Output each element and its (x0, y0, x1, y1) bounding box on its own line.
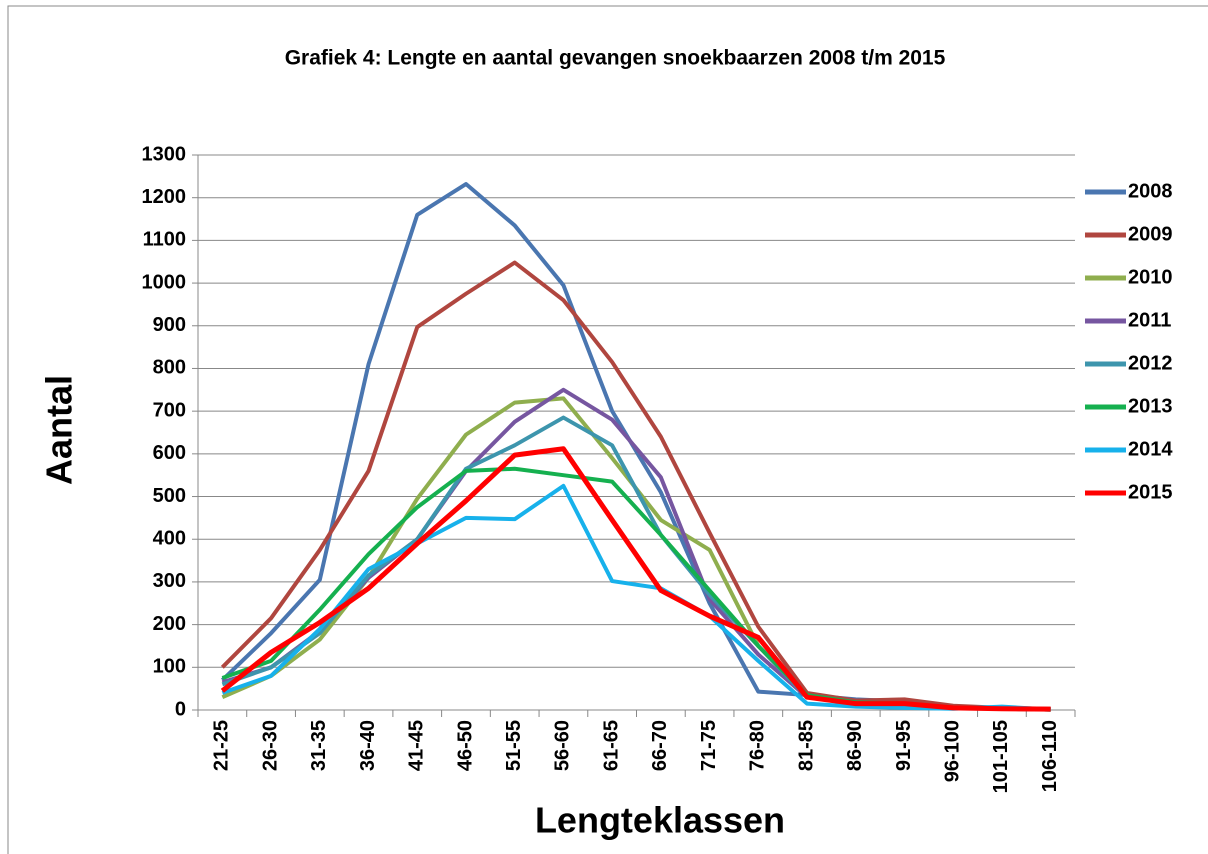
legend-label: 2014 (1128, 438, 1173, 460)
y-tick-label: 800 (153, 357, 186, 379)
y-tick-label: 400 (153, 528, 186, 550)
frame (7, 5, 1208, 854)
x-tick-label: 96-100 (941, 720, 963, 782)
legend-label: 2010 (1128, 266, 1173, 288)
x-tick-label: 91-95 (893, 720, 915, 771)
x-tick-label: 41-45 (406, 720, 428, 771)
y-tick-label: 600 (153, 442, 186, 464)
x-tick-label: 81-85 (795, 720, 817, 771)
series-line (221, 387, 1051, 712)
x-tick-label: 71-75 (698, 720, 720, 771)
y-tick-label: 0 (175, 698, 186, 720)
legend-label: 2012 (1128, 352, 1173, 374)
y-tick-label: 500 (153, 485, 186, 507)
x-tick-label: 51-55 (503, 720, 525, 771)
y-tick-label: 1000 (142, 271, 187, 293)
chart-title: Grafiek 4: Lengte en aantal gevangen sno… (285, 47, 946, 70)
series-line (220, 260, 1051, 711)
x-tick-label: 46-50 (454, 720, 476, 771)
legend-label: 2009 (1128, 223, 1173, 245)
x-tick-label: 61-65 (600, 720, 622, 771)
y-tick-label: 300 (153, 570, 186, 592)
series-line (221, 483, 1051, 712)
y-tick-label: 1200 (142, 186, 187, 208)
x-tick-label: 86-90 (844, 720, 866, 771)
x-tick-label: 76-80 (747, 720, 769, 771)
x-tick-label: 36-40 (357, 720, 379, 771)
y-tick-label: 1100 (143, 229, 186, 251)
x-tick-label: 66-70 (649, 720, 671, 771)
x-axis-label: Lengteklassen (535, 800, 785, 841)
y-tick-label: 200 (153, 613, 186, 635)
y-tick-label: 900 (153, 314, 186, 336)
x-tick-label: 21-25 (211, 720, 233, 771)
x-tick-label: 56-60 (552, 720, 574, 771)
y-axis-label: Aantal (39, 375, 80, 485)
y-tick-label: 1300 (142, 143, 187, 165)
x-tick-label: 26-30 (259, 720, 281, 771)
legend-label: 2015 (1128, 481, 1173, 503)
y-tick-label: 700 (153, 399, 186, 421)
x-tick-label: 106-110 (1039, 720, 1061, 792)
legend-label: 2008 (1128, 180, 1173, 202)
series-line (220, 446, 1051, 712)
legend-label: 2011 (1128, 309, 1171, 331)
legend-label: 2013 (1128, 395, 1173, 417)
x-tick-label: 101-105 (990, 720, 1012, 793)
y-tick-label: 100 (153, 656, 186, 678)
x-tick-label: 31-35 (308, 720, 330, 771)
